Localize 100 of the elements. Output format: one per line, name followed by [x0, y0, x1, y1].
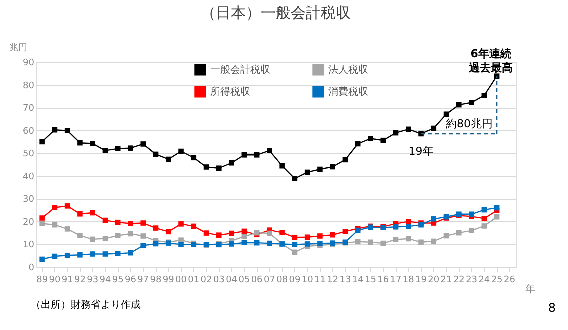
- point: [469, 228, 474, 234]
- x-tick-label: 24: [478, 276, 490, 286]
- x-tick-label: 19: [416, 276, 428, 286]
- point: [166, 229, 172, 235]
- x-tick-label: 90: [49, 276, 61, 286]
- x-tick-label: 08: [276, 276, 288, 286]
- point: [64, 204, 70, 209]
- point: [90, 210, 96, 216]
- y-axis-title: 兆円: [10, 42, 28, 54]
- annotation: 6年連続過去最高: [468, 47, 514, 74]
- x-tick-label: 95: [112, 276, 124, 286]
- point: [229, 160, 234, 166]
- point: [153, 226, 159, 231]
- point: [280, 163, 285, 169]
- y-tick-label: 80: [23, 81, 35, 92]
- point: [280, 230, 285, 236]
- point: [406, 224, 412, 230]
- x-tick-label: 09: [289, 276, 301, 286]
- point: [242, 234, 248, 240]
- point: [431, 126, 437, 132]
- point: [318, 166, 323, 172]
- point: [267, 148, 272, 154]
- point: [229, 242, 234, 247]
- point: [102, 252, 108, 257]
- annotation: 19年: [408, 144, 434, 158]
- text: （出所）財務省より作成: [31, 299, 141, 311]
- x-tick-label: 06: [251, 276, 264, 286]
- point: [115, 220, 121, 226]
- y-tick-label: 70: [23, 104, 35, 114]
- x-tick-label: 93: [87, 276, 99, 286]
- x-tick-label: 22: [453, 276, 465, 286]
- point: [242, 240, 248, 246]
- point: [140, 234, 146, 239]
- point: [355, 239, 361, 245]
- point: [242, 152, 248, 158]
- point: [304, 242, 310, 247]
- point: [456, 102, 462, 108]
- x-tick-label: 02: [200, 276, 212, 286]
- point: [444, 112, 450, 118]
- x-tick-label: 15: [365, 276, 376, 286]
- point: [292, 234, 298, 240]
- x-tick-label: 01: [188, 276, 200, 286]
- x-tick-label: 23: [466, 276, 478, 286]
- point: [267, 240, 272, 246]
- point: [78, 252, 83, 258]
- point: [191, 224, 197, 230]
- point: [52, 127, 58, 133]
- point: [128, 221, 134, 226]
- point: [304, 234, 310, 240]
- point: [431, 238, 437, 244]
- y-tick-label: 20: [23, 218, 35, 228]
- x-tick-label: 96: [125, 276, 137, 286]
- point: [90, 252, 96, 257]
- point: [178, 242, 184, 248]
- point: [140, 243, 146, 248]
- x-tick-label: 89: [36, 276, 48, 286]
- x-tick-label: 12: [327, 276, 339, 286]
- legend-label: 一般会計税収: [210, 64, 270, 76]
- x-tick-label: 05: [238, 276, 250, 286]
- point: [368, 136, 374, 142]
- y-tick-label: 30: [23, 195, 35, 206]
- point: [406, 219, 412, 224]
- x-tick-label: 03: [213, 276, 225, 286]
- point: [102, 236, 108, 242]
- chart-title: （日本）一般会計税収: [201, 4, 351, 22]
- x-tick-label: 25: [491, 276, 503, 286]
- point: [64, 252, 70, 258]
- point: [406, 126, 412, 132]
- x-tick-label: 94: [100, 276, 112, 286]
- point: [78, 140, 83, 146]
- x-tick-label: 98: [150, 276, 162, 286]
- point: [40, 256, 45, 262]
- point: [368, 240, 374, 246]
- x-tick-label: 21: [440, 276, 452, 286]
- legend-label: 法人税収: [328, 64, 368, 76]
- x-tick-label: 14: [352, 276, 364, 286]
- point: [52, 205, 58, 210]
- point: [494, 214, 500, 220]
- point: [204, 230, 210, 236]
- point: [40, 216, 45, 221]
- point: [229, 230, 234, 236]
- x-tick-label: 20: [428, 276, 440, 286]
- point: [292, 176, 298, 182]
- point: [78, 212, 83, 217]
- point: [393, 224, 399, 230]
- point: [216, 232, 222, 238]
- y-tick-label: 0: [28, 264, 35, 274]
- point: [380, 138, 386, 144]
- point: [128, 250, 134, 256]
- point: [482, 216, 488, 222]
- point: [494, 74, 500, 79]
- point: [40, 139, 45, 145]
- point: [318, 234, 323, 239]
- x-tick-label: 92: [74, 276, 86, 286]
- point: [64, 226, 70, 232]
- legend-label: 所得税収: [210, 86, 250, 98]
- point: [406, 236, 412, 242]
- point: [342, 229, 348, 234]
- point: [330, 164, 336, 170]
- annotation: 約80兆円: [446, 117, 494, 130]
